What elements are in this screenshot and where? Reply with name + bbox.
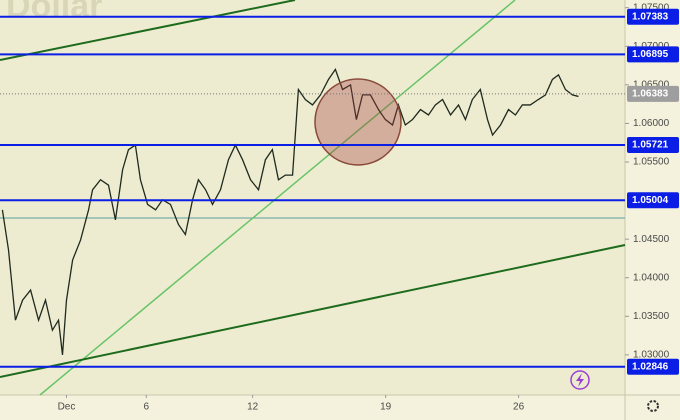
y-tick-label: 1.06000 (633, 118, 670, 129)
trend-line (0, 244, 626, 378)
x-tick-label: Dec (58, 402, 76, 413)
y-tick-label: 1.07500 (633, 2, 670, 13)
y-tick-label: 1.04500 (633, 234, 670, 245)
level-box (627, 46, 679, 63)
level-box (627, 136, 679, 153)
time-axis-background (0, 395, 680, 420)
y-tick-label: 1.04000 (633, 272, 670, 283)
level-label: 1.02846 (632, 361, 669, 372)
level-label: 1.07383 (632, 11, 669, 22)
trend-line (0, 0, 296, 61)
watermark: Dollar (6, 0, 102, 25)
x-tick-label: 6 (143, 402, 149, 413)
highlight-circle (314, 78, 402, 166)
level-label: 1.05721 (632, 140, 669, 151)
y-tick-label: 1.05500 (633, 157, 670, 168)
overlay: 1.075001.070001.065001.060001.055001.045… (0, 2, 679, 413)
level-label: 1.06895 (632, 49, 669, 60)
price-line (1, 68, 579, 355)
x-tick-label: 12 (247, 402, 259, 413)
settings-icon[interactable] (647, 400, 659, 412)
last-price-box (627, 85, 679, 102)
last-price-label: 1.06383 (632, 89, 669, 100)
level-box (627, 358, 679, 375)
level-box (627, 192, 679, 209)
lightning-icon-glyph (576, 373, 584, 387)
lightning-icon[interactable] (570, 370, 590, 390)
y-tick-label: 1.03500 (633, 311, 670, 322)
level-box (627, 8, 679, 25)
x-tick-label: 19 (380, 402, 392, 413)
trend-line (39, 0, 516, 396)
plot (1, 68, 579, 355)
y-tick-label: 1.06500 (633, 80, 670, 91)
x-tick-label: 26 (513, 402, 525, 413)
level-label: 1.05004 (632, 195, 669, 206)
y-tick-label: 1.03000 (633, 350, 670, 361)
plot-background (0, 0, 625, 395)
